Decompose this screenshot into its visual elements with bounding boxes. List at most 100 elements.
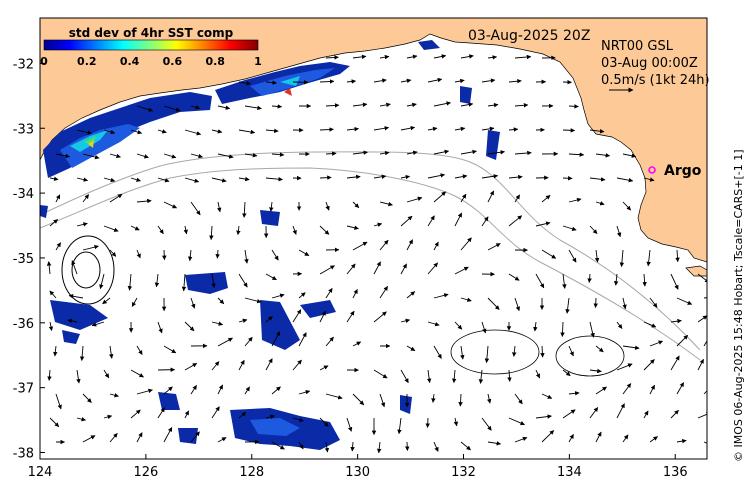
current-vector [55,194,61,203]
current-vector [562,128,576,133]
current-vector [242,201,247,218]
current-vector [400,369,409,384]
argo-marker-icon[interactable] [648,166,656,174]
current-vector [373,369,388,379]
current-vector [433,149,450,155]
colorbar: std dev of 4hr SST comp 0 0.2 0.4 0.6 0.8 1 [40,26,262,68]
current-vector [508,417,525,426]
current-vector [238,318,248,323]
current-vector [373,222,383,227]
current-vector [589,321,595,338]
current-vector [616,225,622,238]
current-vector [406,239,413,251]
current-vector [325,336,334,347]
current-vector [103,369,110,379]
current-vector [217,384,224,395]
current-vector [540,345,545,358]
current-vector [298,292,306,299]
current-vector [269,201,274,212]
current-vector [507,369,512,382]
current-vector [346,126,359,132]
current-vector [379,150,390,156]
current-vector [427,321,440,327]
product-line-3: 0.5m/s (1kt 24h) [601,73,710,88]
current-vector [265,414,275,419]
current-vector [346,225,359,230]
current-vector [514,150,532,156]
current-vector [352,341,362,347]
current-vector [352,102,368,107]
lon-tick-label: 132 [451,465,476,480]
current-vector [595,431,602,443]
current-vector [568,249,577,263]
map-frame [39,17,708,460]
colorbar-tick-label: 0.6 [163,55,183,68]
current-vector [131,297,138,307]
product-line-1: NRT00 GSL [601,39,674,54]
current-vector [184,410,190,419]
current-vector [217,297,225,305]
current-vector [319,265,335,275]
current-vector [514,194,521,203]
current-vector [82,194,90,203]
current-vector [481,126,495,132]
colorbar-tick-label: 0.4 [120,55,140,68]
current-vector [55,242,61,251]
current-vector [217,153,234,159]
current-vector [676,297,693,305]
current-vector [427,262,439,275]
current-vector [48,321,54,332]
current-vector [379,54,390,60]
current-vector [109,433,118,443]
current-vector [265,128,279,134]
current-vector [109,193,123,203]
current-vector [514,54,532,60]
current-vector [238,129,256,135]
current-vector [487,297,500,310]
argo-label: Argo [664,163,702,179]
lon-tick-label: 130 [345,465,370,480]
current-vector [406,345,416,352]
colorbar-tick-label: 1 [254,55,262,68]
current-vector [703,340,707,347]
current-vector [400,263,407,275]
current-vector [697,315,707,323]
current-vector [130,129,143,135]
current-vector [649,340,664,347]
current-vector [67,318,78,324]
current-vector [325,55,339,60]
current-vector [136,153,149,159]
current-vector [298,249,310,256]
current-vector [595,345,604,353]
current-vector [184,363,198,371]
current-vector [541,249,557,259]
current-vector [481,174,499,179]
current-vector [622,434,629,443]
current-vector [49,219,58,227]
current-vector [292,417,304,422]
current-vector [325,103,340,108]
current-vector [238,273,248,288]
current-vector [292,309,302,323]
current-vector [431,393,436,403]
current-vector [190,431,200,443]
current-vector [319,417,329,427]
current-vector [400,174,411,180]
current-vector [271,441,285,450]
current-vector [244,249,249,264]
current-vector [533,321,538,332]
current-vector [589,225,598,234]
current-vector [460,441,471,451]
current-vector [379,102,391,108]
current-vector [427,215,435,227]
current-vector [619,249,625,268]
current-vector [400,78,412,84]
eddy-west [61,235,115,305]
current-vector [211,273,216,288]
current-vector [373,78,387,83]
current-vector [406,291,416,299]
current-vector [541,393,553,399]
current-vector [319,225,330,235]
current-vector [99,273,105,290]
current-vector [487,441,502,446]
